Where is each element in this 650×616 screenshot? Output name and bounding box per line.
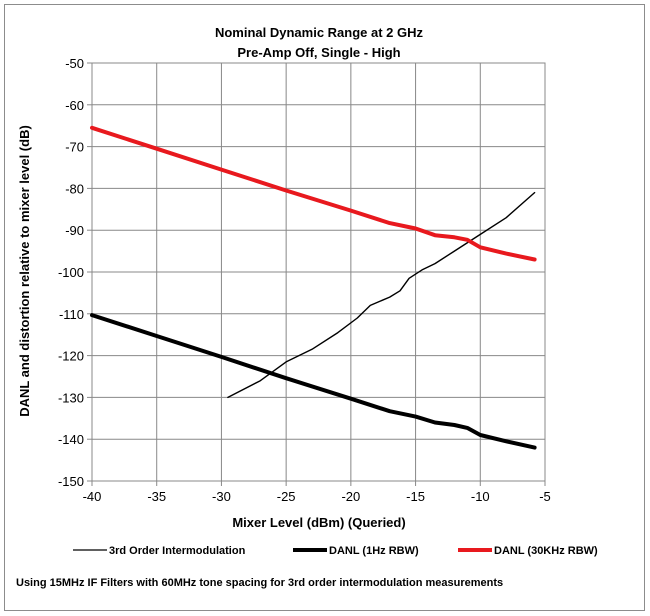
footnote: Using 15MHz IF Filters with 60MHz tone s… — [16, 577, 504, 589]
gridlines — [91, 62, 546, 482]
y-tick-label: -60 — [65, 98, 84, 113]
y-tick-label: -80 — [65, 181, 84, 196]
y-tick-label: -100 — [58, 265, 84, 280]
legend-item-danl-1hz: DANL (1Hz RBW) — [293, 545, 419, 557]
x-axis-label: Mixer Level (dBm) (Queried) — [232, 515, 405, 530]
x-tick-label: -10 — [471, 489, 490, 504]
series-line-danl-30khz — [90, 125, 537, 262]
y-tick-label: -50 — [65, 56, 84, 71]
legend: 3rd Order Intermodulation DANL (1Hz RBW)… — [73, 545, 598, 557]
legend-item-3rd-order-intermodulation: 3rd Order Intermodulation — [73, 545, 246, 557]
legend-label-3rd-order-intermodulation: 3rd Order Intermodulation — [109, 545, 246, 557]
y-axis-label: DANL and distortion relative to mixer le… — [17, 125, 32, 417]
y-tick-label: -140 — [58, 432, 84, 447]
x-tick-label: -15 — [406, 489, 425, 504]
chart-subtitle: Pre-Amp Off, Single - High — [237, 45, 400, 60]
y-tick-label: -120 — [58, 349, 84, 364]
series-lines — [90, 125, 537, 450]
legend-label-danl-1hz: DANL (1Hz RBW) — [329, 545, 419, 557]
y-tick-label: -150 — [58, 474, 84, 489]
series-line-3rd-order-intermodulation — [227, 191, 536, 399]
y-tick-label: -90 — [65, 223, 84, 238]
x-tick-label: -30 — [212, 489, 231, 504]
legend-label-danl-30khz: DANL (30KHz RBW) — [494, 545, 598, 557]
tick-labels: -40 -35 -30 -25 -20 -15 -10 -5 -50 -60 -70 -80 -90 -1… — [58, 56, 551, 504]
x-tick-label: -35 — [147, 489, 166, 504]
y-tick-label: -70 — [65, 140, 84, 155]
x-tick-label: -20 — [341, 489, 360, 504]
x-tick-label: -5 — [539, 489, 551, 504]
y-tick-label: -130 — [58, 390, 84, 405]
chart-title: Nominal Dynamic Range at 2 GHz — [215, 25, 424, 40]
x-tick-label: -40 — [83, 489, 102, 504]
x-tick-label: -25 — [277, 489, 296, 504]
legend-item-danl-30khz: DANL (30KHz RBW) — [458, 545, 598, 557]
y-tick-label: -110 — [59, 307, 84, 322]
series-line-danl-1hz — [90, 313, 537, 450]
